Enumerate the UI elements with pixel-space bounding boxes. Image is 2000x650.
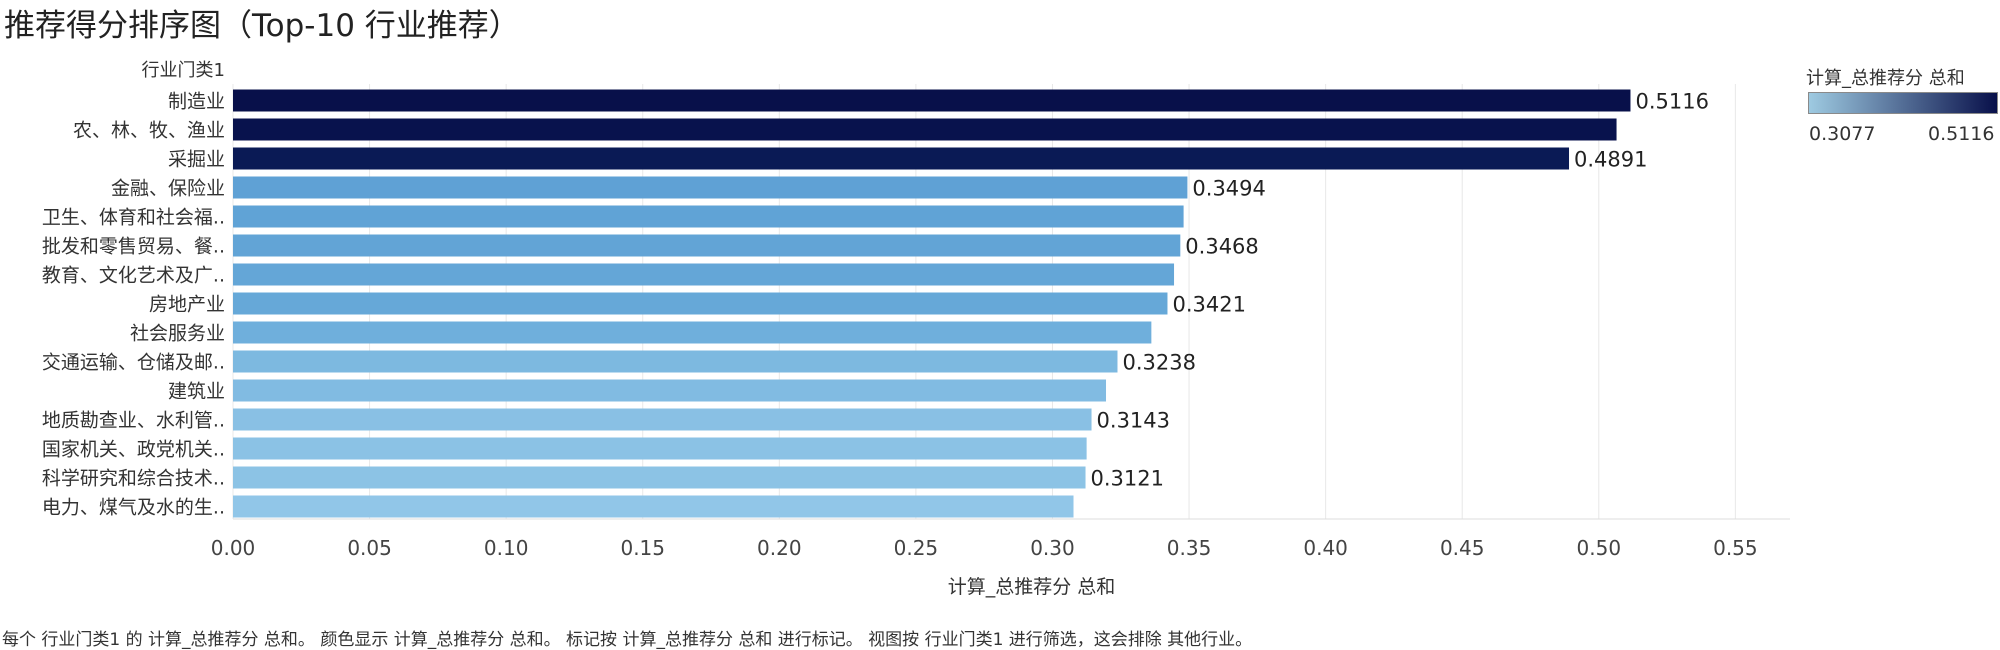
x-tick-label: 0.50 [1577,536,1622,560]
bar [233,118,1617,141]
x-tick-label: 0.55 [1713,536,1758,560]
legend-min-label: 0.3077 [1809,123,1876,145]
x-tick-label: 0.45 [1440,536,1485,560]
bar [233,147,1570,170]
bar [233,379,1107,402]
x-tick-label: 0.15 [620,536,665,560]
category-label: 建筑业 [168,381,225,403]
data-label: 0.5116 [1635,90,1708,114]
category-label: 农、林、牧、渔业 [73,120,225,142]
bar [233,466,1086,489]
category-label: 国家机关、政党机关.. [42,439,225,461]
bar [233,176,1188,199]
row-header: 行业门类1 [142,60,225,81]
data-label: 0.3421 [1172,293,1245,317]
bar [233,292,1168,315]
x-tick-label: 0.00 [211,536,256,560]
x-tick-label: 0.10 [484,536,529,560]
color-legend-gradient [1808,92,1998,114]
bar [233,350,1118,373]
bar [233,234,1181,257]
category-label: 地质勘查业、水利管.. [42,410,225,432]
x-tick-label: 0.30 [1030,536,1075,560]
x-axis-title: 计算_总推荐分 总和 [948,576,1116,598]
data-label: 0.4891 [1574,148,1647,172]
bar [233,205,1184,228]
legend-max-label: 0.5116 [1928,123,1995,145]
category-label: 交通运输、仓储及邮.. [42,352,225,374]
x-tick-label: 0.35 [1167,536,1212,560]
data-label: 0.3468 [1185,235,1258,259]
category-label: 制造业 [168,91,225,113]
chart-title: 推荐得分排序图（Top-10 行业推荐） [4,8,520,44]
x-tick-label: 0.40 [1303,536,1348,560]
x-tick-label: 0.05 [347,536,392,560]
category-label: 社会服务业 [130,323,225,345]
category-label: 教育、文化艺术及广.. [42,265,225,287]
data-label: 0.3143 [1097,409,1170,433]
category-label: 金融、保险业 [111,178,225,200]
bar [233,495,1074,518]
chart-caption: 每个 行业门类1 的 计算_总推荐分 总和。 颜色显示 计算_总推荐分 总和。 … [2,630,1253,650]
data-label: 0.3238 [1122,351,1195,375]
bar [233,437,1087,460]
category-label: 采掘业 [168,149,225,171]
category-label: 批发和零售贸易、餐.. [42,236,225,258]
category-label: 卫生、体育和社会福.. [42,207,225,229]
bar [233,321,1152,344]
legend-title: 计算_总推荐分 总和 [1806,68,1965,89]
category-label: 科学研究和综合技术.. [42,468,225,490]
bar [233,89,1631,112]
data-label: 0.3494 [1192,177,1265,201]
data-label: 0.3121 [1091,467,1164,491]
category-label: 电力、煤气及水的生.. [42,497,225,519]
x-tick-label: 0.25 [894,536,939,560]
bar [233,263,1175,286]
bar [233,408,1092,431]
x-tick-label: 0.20 [757,536,802,560]
category-label: 房地产业 [149,294,225,316]
